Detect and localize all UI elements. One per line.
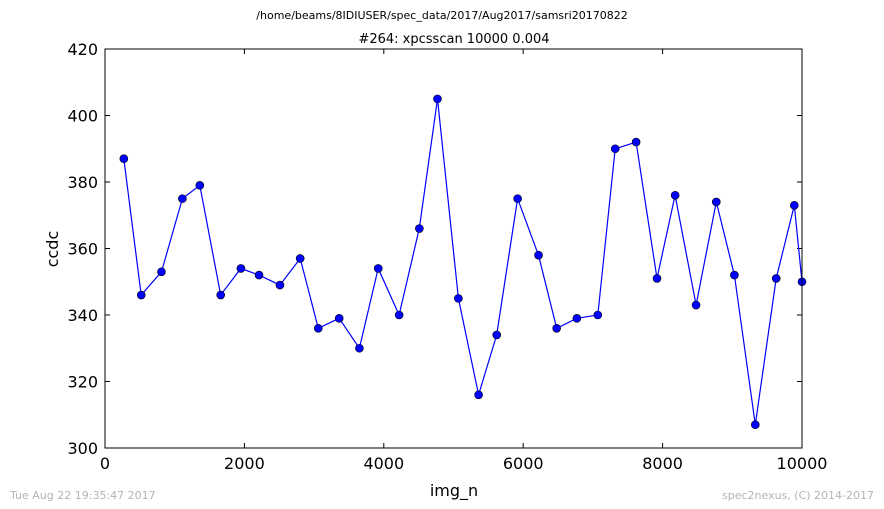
data-point xyxy=(373,264,383,273)
file-path-title: /home/beams/8IDIUSER/spec_data/2017/Aug2… xyxy=(256,9,628,22)
data-point xyxy=(295,254,305,263)
data-point xyxy=(751,420,760,430)
data-point xyxy=(313,323,323,333)
y-tick-label: 340 xyxy=(67,306,98,325)
data-point xyxy=(652,274,662,283)
data-point xyxy=(691,300,701,310)
footer-credit: spec2nexus, (C) 2014-2017 xyxy=(722,489,874,502)
y-tick-label: 380 xyxy=(67,173,98,192)
data-point xyxy=(157,267,166,277)
data-point xyxy=(433,94,442,104)
data-point xyxy=(771,274,781,283)
plot-frame xyxy=(104,48,803,449)
x-tick-label: 8000 xyxy=(642,454,683,473)
data-point xyxy=(195,181,205,190)
data-point xyxy=(552,323,561,333)
data-series xyxy=(119,94,807,430)
x-tick-label: 0 xyxy=(100,454,110,473)
y-axis-label: ccdc xyxy=(43,231,62,268)
y-tick-label: 300 xyxy=(67,439,98,458)
y-tick-label: 400 xyxy=(67,107,98,126)
data-point xyxy=(136,290,146,300)
data-point xyxy=(790,200,799,210)
data-point xyxy=(454,294,463,303)
data-point xyxy=(275,280,285,290)
data-point xyxy=(355,343,364,353)
data-point xyxy=(474,390,483,400)
data-point xyxy=(334,314,344,323)
data-point xyxy=(119,154,129,164)
x-axis-ticks: 0 2000 4000 6000 8000 10000 xyxy=(100,49,828,473)
data-point xyxy=(513,194,522,203)
data-point xyxy=(593,310,603,320)
y-tick-label: 320 xyxy=(67,373,98,392)
x-tick-label: 4000 xyxy=(363,454,404,473)
footer-timestamp: Tue Aug 22 19:35:47 2017 xyxy=(10,489,156,502)
data-point xyxy=(730,270,739,280)
data-point xyxy=(631,137,641,147)
chart-title: #264: xpcsscan 10000 0.004 xyxy=(358,32,549,47)
data-point xyxy=(254,270,264,280)
data-point xyxy=(415,224,424,233)
data-point xyxy=(670,191,680,200)
x-tick-label: 10000 xyxy=(777,454,828,473)
y-tick-label: 420 xyxy=(67,40,98,59)
data-point xyxy=(236,264,246,273)
series-line xyxy=(123,98,803,425)
data-point xyxy=(216,290,226,300)
data-point xyxy=(711,197,721,207)
x-axis-label: img_n xyxy=(430,481,478,501)
data-point xyxy=(178,194,187,203)
y-tick-label: 360 xyxy=(67,240,98,259)
data-point xyxy=(534,250,543,260)
y-axis-ticks: 300 320 340 360 380 400 420 xyxy=(67,40,802,458)
data-point xyxy=(572,314,582,323)
x-tick-label: 6000 xyxy=(503,454,544,473)
data-point xyxy=(394,310,404,320)
data-point xyxy=(492,330,502,340)
data-point xyxy=(610,144,620,154)
x-tick-label: 2000 xyxy=(224,454,265,473)
